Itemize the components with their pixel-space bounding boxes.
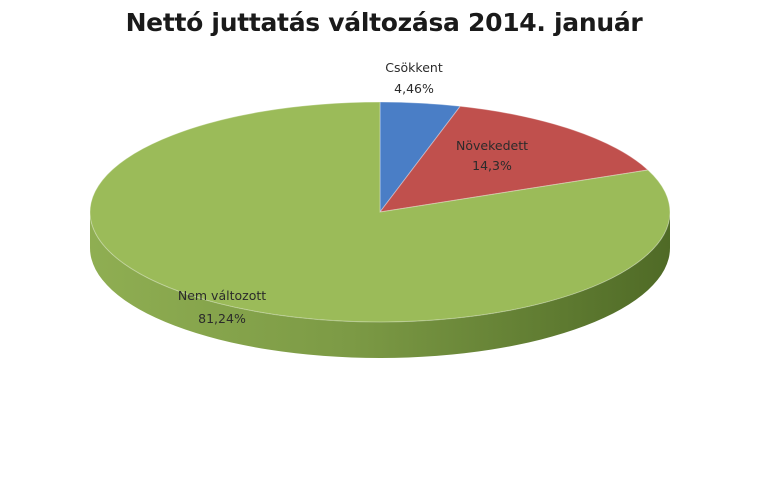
pie-top-face bbox=[89, 101, 671, 323]
pie-side-wall-nem-valtozott bbox=[90, 212, 670, 358]
slice-value-0: 4,46% bbox=[394, 81, 434, 96]
slice-label-2: Nem változott bbox=[178, 288, 266, 303]
slice-value-1: 14,3% bbox=[472, 158, 512, 173]
slice-value-2: 81,24% bbox=[198, 311, 246, 326]
chart-title: Nettó juttatás változása 2014. január bbox=[125, 8, 643, 37]
pie-labels: Csökkent 4,46% Növekedett 14,3% Nem változot… bbox=[178, 60, 528, 326]
slice-label-1: Növekedett bbox=[456, 138, 528, 153]
slice-label-0: Csökkent bbox=[385, 60, 443, 75]
pie-slice-1 bbox=[378, 105, 650, 213]
pie-slice-0 bbox=[379, 101, 462, 214]
pie-side-wall bbox=[90, 212, 670, 358]
pie-slice-2 bbox=[89, 101, 671, 323]
